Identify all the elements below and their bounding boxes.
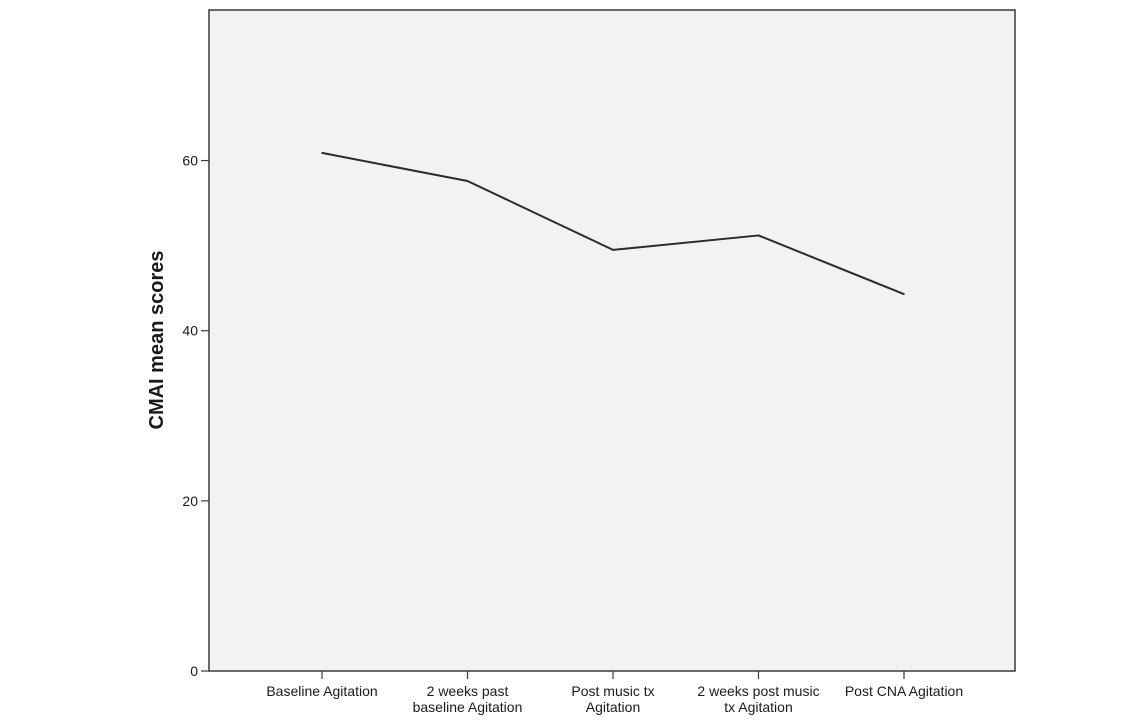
y-tick-label: 20: [182, 493, 198, 509]
x-tick-label-line: 2 weeks post music: [697, 683, 819, 699]
y-tick-label: 0: [190, 663, 198, 679]
y-tick-label: 40: [182, 323, 198, 339]
data-point: [903, 293, 905, 295]
x-axis: Baseline Agitation 2 weeks past baseline A…: [266, 671, 963, 715]
x-tick-label-line: Post music tx: [571, 683, 654, 699]
plot-area: [208, 9, 1016, 672]
x-tick-label: Post CNA Agitation: [845, 683, 963, 699]
x-tick-label: 2 weeks past baseline Agitation: [413, 683, 523, 715]
y-axis-label: CMAI mean scores: [146, 251, 168, 430]
x-tick-label-line: baseline Agitation: [413, 699, 523, 715]
x-tick-label-line: Agitation: [586, 699, 640, 715]
x-tick-label: Post music tx Agitation: [571, 683, 654, 715]
data-point: [321, 152, 323, 154]
data-point: [757, 234, 760, 237]
x-tick-label: Baseline Agitation: [266, 683, 377, 699]
y-axis: 0 20 40 60: [182, 153, 209, 679]
series-layer: [321, 151, 905, 296]
x-tick-label-line: Baseline Agitation: [266, 683, 377, 699]
data-point: [466, 180, 469, 182]
x-tick-label: 2 weeks post music tx Agitation: [697, 683, 819, 715]
x-tick-label-line: 2 weeks past: [427, 683, 509, 699]
x-tick-label-line: tx Agitation: [724, 699, 793, 715]
y-tick-label: 60: [182, 153, 198, 169]
data-point: [612, 249, 614, 251]
x-tick-label-line: Post CNA Agitation: [845, 683, 963, 699]
